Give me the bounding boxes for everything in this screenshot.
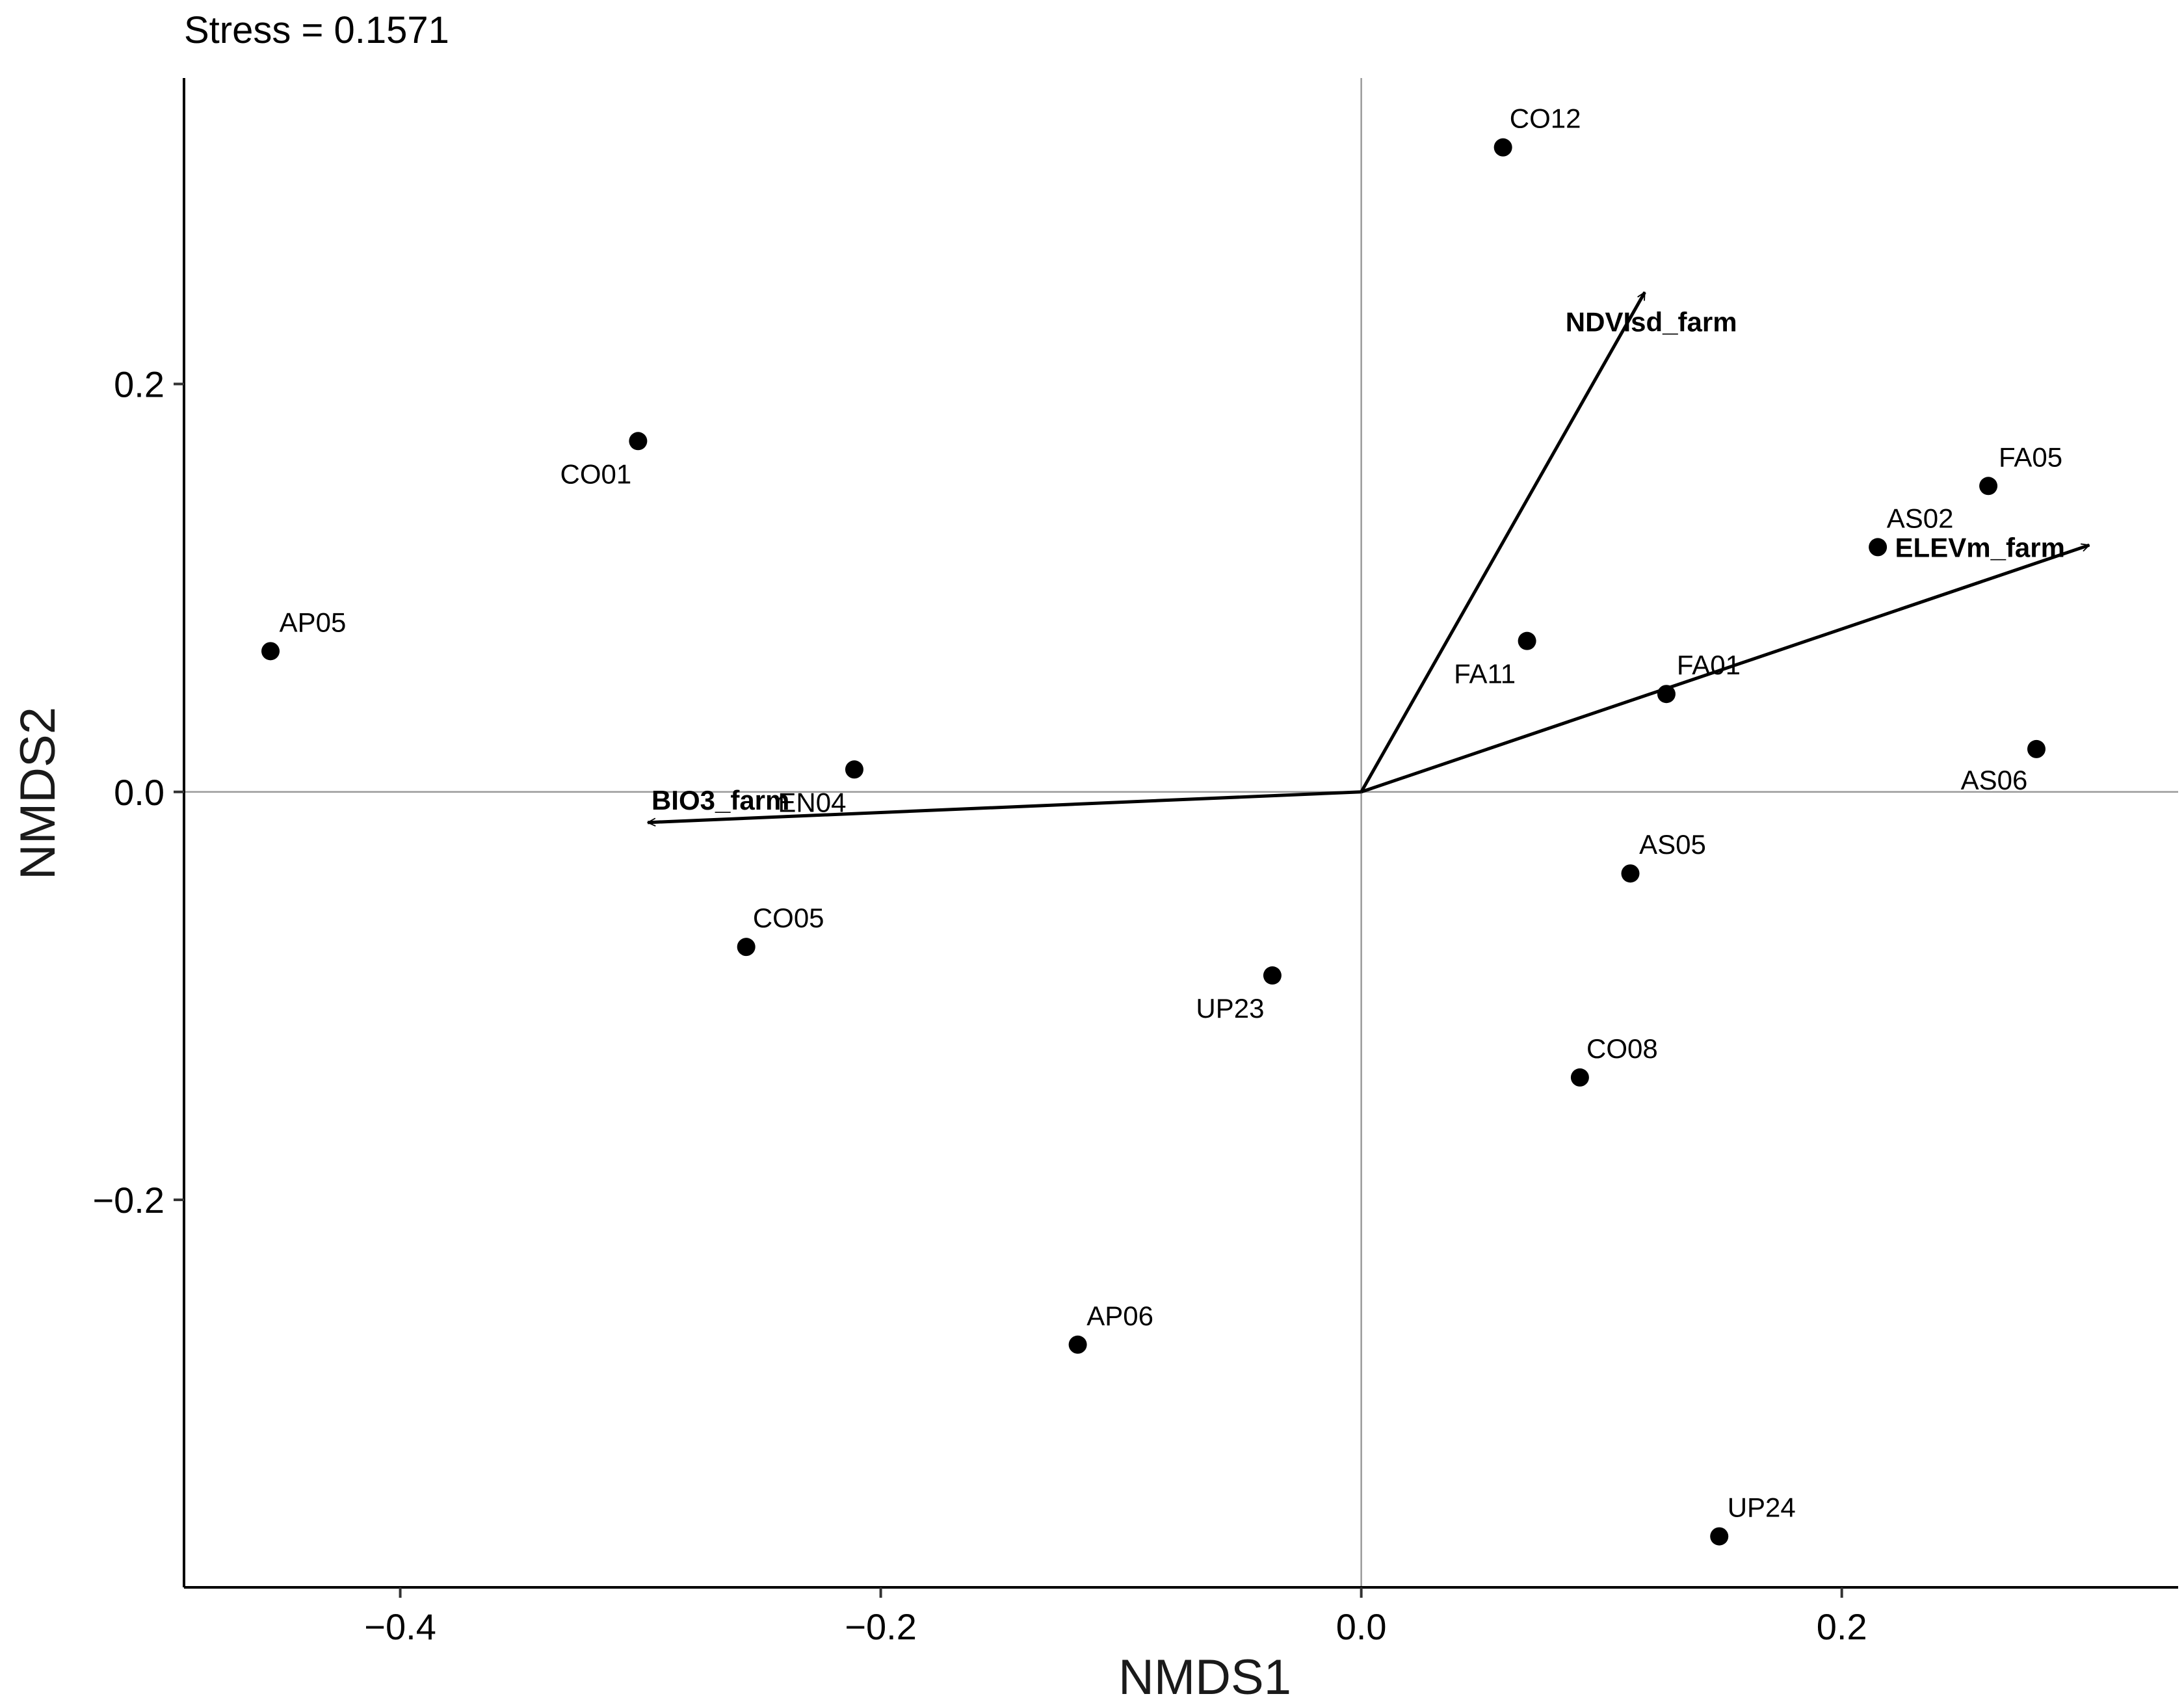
vector-label: ELEVm_farm	[1895, 532, 2065, 562]
site-label: EN04	[778, 787, 846, 817]
vector-arrow	[647, 790, 1362, 827]
site-label: CO01	[560, 458, 632, 489]
y-tick-label: 0.0	[114, 772, 164, 813]
y-tick-label: 0.2	[114, 364, 164, 404]
site-label: CO08	[1586, 1033, 1658, 1064]
site-label: AS05	[1639, 829, 1706, 860]
site-label: AP05	[280, 607, 347, 637]
site-point	[1518, 631, 1536, 650]
x-axis-ticks: −0.4 −0.2 0.0 0.2	[364, 1587, 1867, 1647]
site-point	[737, 938, 756, 957]
vector-arrow	[1360, 543, 2090, 794]
env-vectors: NDVIsd_farm ELEVm_farm BIO3_farm	[647, 291, 2090, 827]
x-tick-label: −0.2	[845, 1606, 917, 1647]
site-label: FA11	[1454, 659, 1516, 689]
vector-label: NDVIsd_farm	[1566, 306, 1737, 337]
x-tick-label: −0.4	[364, 1606, 436, 1647]
y-axis-title: NMDS2	[10, 707, 66, 880]
site-point	[1493, 138, 1512, 157]
site-point	[1869, 538, 1888, 557]
site-point	[1263, 966, 1282, 985]
site-point	[1657, 685, 1676, 704]
site-label: AS02	[1887, 503, 1954, 533]
site-point	[1979, 477, 1998, 496]
reference-lines	[184, 78, 2178, 1587]
x-tick-label: 0.0	[1336, 1606, 1387, 1647]
chart-title: Stress = 0.1571	[184, 9, 449, 51]
site-label: AP06	[1086, 1301, 1153, 1331]
site-point	[1710, 1527, 1729, 1546]
axes	[183, 78, 2178, 1589]
x-tick-label: 0.2	[1817, 1606, 1867, 1647]
site-label: AS06	[1961, 765, 2028, 795]
site-label: CO05	[753, 903, 824, 933]
site-point	[1068, 1335, 1087, 1354]
site-label: FA05	[1999, 442, 2062, 472]
site-label: CO12	[1510, 103, 1581, 134]
vector-label: BIO3_farm	[651, 785, 789, 815]
y-tick-label: −0.2	[92, 1180, 164, 1221]
site-points: CO12 CO01 FA05 AS02 AP05 FA11 FA01 AS06 EN04 AS05…	[261, 103, 2062, 1546]
y-axis-ticks: −0.2 0.0 0.2	[92, 364, 184, 1221]
x-axis-title: NMDS1	[1118, 1650, 1291, 1705]
site-point	[845, 760, 863, 779]
site-label: UP23	[1196, 993, 1264, 1024]
site-point	[1570, 1068, 1589, 1087]
site-label: FA01	[1677, 650, 1741, 680]
site-point	[629, 432, 648, 451]
vector-arrow	[1360, 291, 1646, 793]
site-point	[2027, 739, 2046, 758]
site-label: UP24	[1728, 1492, 1796, 1523]
site-point	[261, 642, 280, 661]
site-point	[1621, 864, 1640, 883]
